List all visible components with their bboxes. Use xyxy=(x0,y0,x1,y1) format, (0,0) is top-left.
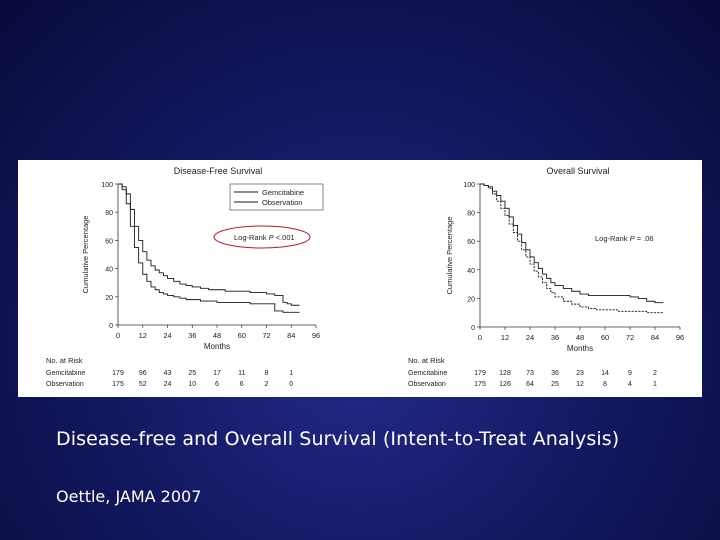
chart1-x-tick-label: 84 xyxy=(287,331,295,340)
chart1-series-gemcitabine xyxy=(118,183,300,306)
chart2-risk-value: 36 xyxy=(551,370,559,377)
chart2-series-gemcitabine xyxy=(480,183,664,304)
slide-caption: Disease-free and Overall Survival (Inten… xyxy=(56,428,620,450)
chart1-risk-value: 17 xyxy=(213,370,221,377)
chart1-series-observation xyxy=(118,183,300,313)
chart1-risk-value: 96 xyxy=(139,370,147,377)
chart2-y-tick-label: 60 xyxy=(467,239,475,246)
chart2-risk-value: 14 xyxy=(601,370,609,377)
chart2-risk-value: 128 xyxy=(499,370,511,377)
chart1-legend-box xyxy=(229,183,324,211)
chart2-risk-value: 73 xyxy=(526,370,534,377)
chart1-y-tick-label: 80 xyxy=(105,210,113,217)
chart2-x-tick-label: 24 xyxy=(526,333,534,342)
chart1-x-tick-label: 0 xyxy=(116,331,120,340)
chart1-log-rank-annotation: Log-Rank P <.001 xyxy=(234,233,295,242)
chart2-y-tick-label: 80 xyxy=(467,211,475,218)
chart2-risk-value: 8 xyxy=(603,381,607,388)
chart1-x-tick-label: 96 xyxy=(312,331,320,340)
chart1-risk-value: 52 xyxy=(139,381,147,388)
chart1-risk-value: 179 xyxy=(112,370,124,377)
chart1-y-tick-label: 100 xyxy=(101,182,113,189)
chart1-x-tick-label: 24 xyxy=(163,331,171,340)
chart1-risk-value: 2 xyxy=(265,381,269,388)
chart1-risk-value: 175 xyxy=(112,381,124,388)
chart1-risk-table-header: No. at Risk xyxy=(46,356,83,365)
chart2-risk-value: 4 xyxy=(628,381,632,388)
chart2-risk-value: 12 xyxy=(576,381,584,388)
chart2-risk-value: 2 xyxy=(653,370,657,377)
chart2-x-tick-label: 72 xyxy=(626,333,634,342)
chart2-risk-value: 175 xyxy=(474,381,486,388)
chart1-y-tick-label: 0 xyxy=(109,323,113,330)
chart2-x-axis-label: Months xyxy=(567,344,593,353)
chart2-y-axis-label: Cumulative Percentage xyxy=(445,217,454,295)
chart2-risk-value: 179 xyxy=(474,370,486,377)
chart1-y-tick-label: 20 xyxy=(105,295,113,302)
chart1-risk-row-label: Gemcitabine xyxy=(46,370,85,377)
slide-citation: Oettle, JAMA 2007 xyxy=(56,487,202,506)
chart2-series-observation xyxy=(480,183,664,314)
chart2-x-tick-label: 12 xyxy=(501,333,509,342)
chart1-x-tick-label: 36 xyxy=(188,331,196,340)
chart1-y-axis-label: Cumulative Percentage xyxy=(81,216,90,294)
chart1-risk-value: 1 xyxy=(289,370,293,377)
chart2-risk-row-label: Observation xyxy=(408,381,446,388)
chart1-risk-value: 10 xyxy=(188,381,196,388)
chart1-risk-value: 6 xyxy=(215,381,219,388)
chart2-risk-table-header: No. at Risk xyxy=(408,356,445,365)
chart1-risk-value: 8 xyxy=(265,370,269,377)
chart2-x-tick-label: 36 xyxy=(551,333,559,342)
chart1-x-axis-label: Months xyxy=(204,342,230,351)
chart1-title: Disease-Free Survival xyxy=(174,166,263,176)
chart2-x-tick-label: 0 xyxy=(478,333,482,342)
chart1-x-tick-label: 60 xyxy=(238,331,246,340)
survival-figure-panel: Disease-Free Survival 0 20 40 60 80 100 0 12 24 36… xyxy=(18,160,702,397)
chart2-risk-value: 1 xyxy=(653,381,657,388)
chart1-risk-value: 43 xyxy=(164,370,172,377)
chart2-y-tick-label: 40 xyxy=(467,268,475,275)
chart1-y-tick-label: 40 xyxy=(105,267,113,274)
chart1-risk-row-label: Observation xyxy=(46,381,84,388)
chart2-risk-value: 25 xyxy=(551,381,559,388)
chart1-risk-value: 24 xyxy=(164,381,172,388)
chart1-x-tick-label: 12 xyxy=(139,331,147,340)
chart1-x-tick-label: 48 xyxy=(213,331,221,340)
chart2-risk-value: 126 xyxy=(499,381,511,388)
chart1-legend-label: Gemcitabine xyxy=(262,188,304,197)
chart2-x-tick-label: 96 xyxy=(676,333,684,342)
chart1-legend-label: Observation xyxy=(262,198,302,207)
chart1-x-tick-label: 72 xyxy=(262,331,270,340)
chart1-y-tick-label: 60 xyxy=(105,238,113,245)
chart1-annotation-highlight-circle xyxy=(213,225,311,249)
chart2-risk-value: 9 xyxy=(628,370,632,377)
chart1-risk-value: 11 xyxy=(238,370,245,377)
chart2-risk-value: 64 xyxy=(526,381,534,388)
chart1-risk-value: 6 xyxy=(240,381,244,388)
chart2-log-rank-annotation: Log-Rank P = .06 xyxy=(595,234,654,243)
chart1-risk-value: 25 xyxy=(188,370,196,377)
chart2-risk-value: 23 xyxy=(576,370,584,377)
chart1-risk-value: 0 xyxy=(289,381,293,388)
chart2-x-tick-label: 84 xyxy=(651,333,659,342)
chart2-y-tick-label: 0 xyxy=(471,325,475,332)
chart2-y-tick-label: 100 xyxy=(463,182,475,189)
chart2-x-tick-label: 60 xyxy=(601,333,609,342)
chart2-title: Overall Survival xyxy=(546,166,609,176)
chart2-y-tick-label: 20 xyxy=(467,296,475,303)
chart2-x-tick-label: 48 xyxy=(576,333,584,342)
chart2-risk-row-label: Gemcitabine xyxy=(408,370,447,377)
